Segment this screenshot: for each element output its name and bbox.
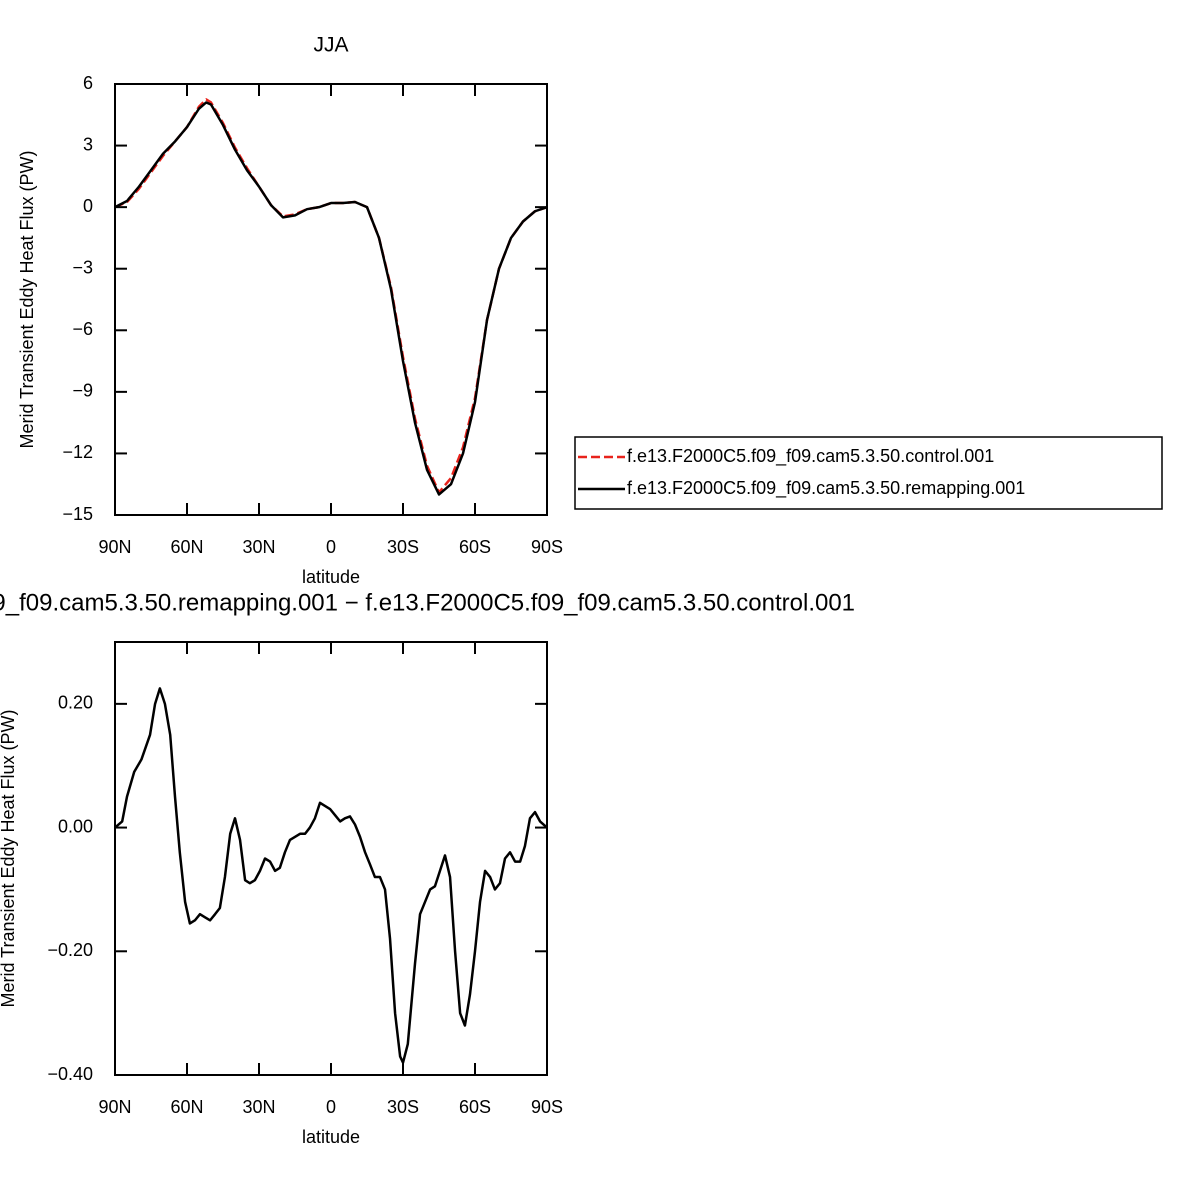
y-tick-label: −6 <box>72 319 93 339</box>
y-tick-label: 0.00 <box>58 816 93 836</box>
y-tick-label: 0.20 <box>58 693 93 713</box>
chart-title: f.e13.F2000C5.f09_f09.cam5.3.50.remappin… <box>0 589 855 616</box>
x-tick-label: 0 <box>326 537 336 557</box>
y-tick-label: −15 <box>62 504 93 524</box>
x-tick-label: 90S <box>531 1097 563 1117</box>
legend-label: f.e13.F2000C5.f09_f09.cam5.3.50.remappin… <box>627 478 1025 499</box>
chart-title: JJA <box>313 34 348 57</box>
x-tick-label: 30S <box>387 537 419 557</box>
x-tick-label: 0 <box>326 1097 336 1117</box>
y-axis-label: Merid Transient Eddy Heat Flux (PW) <box>0 709 18 1007</box>
series-line <box>114 101 548 496</box>
x-tick-label: 30N <box>242 1097 275 1117</box>
y-axis-label: Merid Transient Eddy Heat Flux (PW) <box>17 150 37 448</box>
y-tick-label: −9 <box>72 381 93 401</box>
x-tick-label: 60N <box>170 537 203 557</box>
x-tick-label: 60S <box>459 1097 491 1117</box>
x-tick-label: 30S <box>387 1097 419 1117</box>
plot-frame <box>114 83 548 516</box>
legend-box <box>574 436 1163 510</box>
series-line <box>114 98 548 494</box>
y-tick-label: 3 <box>83 134 93 154</box>
x-tick-label: 90N <box>98 1097 131 1117</box>
y-tick-label: 6 <box>83 73 93 93</box>
y-tick-label: −12 <box>62 442 93 462</box>
x-tick-label: 60S <box>459 537 491 557</box>
series-line <box>114 687 548 1064</box>
legend-label: f.e13.F2000C5.f09_f09.cam5.3.50.control.… <box>627 446 994 467</box>
y-tick-label: −3 <box>72 257 93 277</box>
x-tick-label: 90S <box>531 537 563 557</box>
x-axis-label: latitude <box>302 1127 360 1147</box>
y-tick-label: −0.20 <box>47 940 93 960</box>
x-tick-label: 90N <box>98 537 131 557</box>
y-tick-label: 0 <box>83 196 93 216</box>
y-tick-label: −0.40 <box>47 1064 93 1084</box>
x-axis-label: latitude <box>302 567 360 587</box>
x-tick-label: 60N <box>170 1097 203 1117</box>
x-tick-label: 30N <box>242 537 275 557</box>
